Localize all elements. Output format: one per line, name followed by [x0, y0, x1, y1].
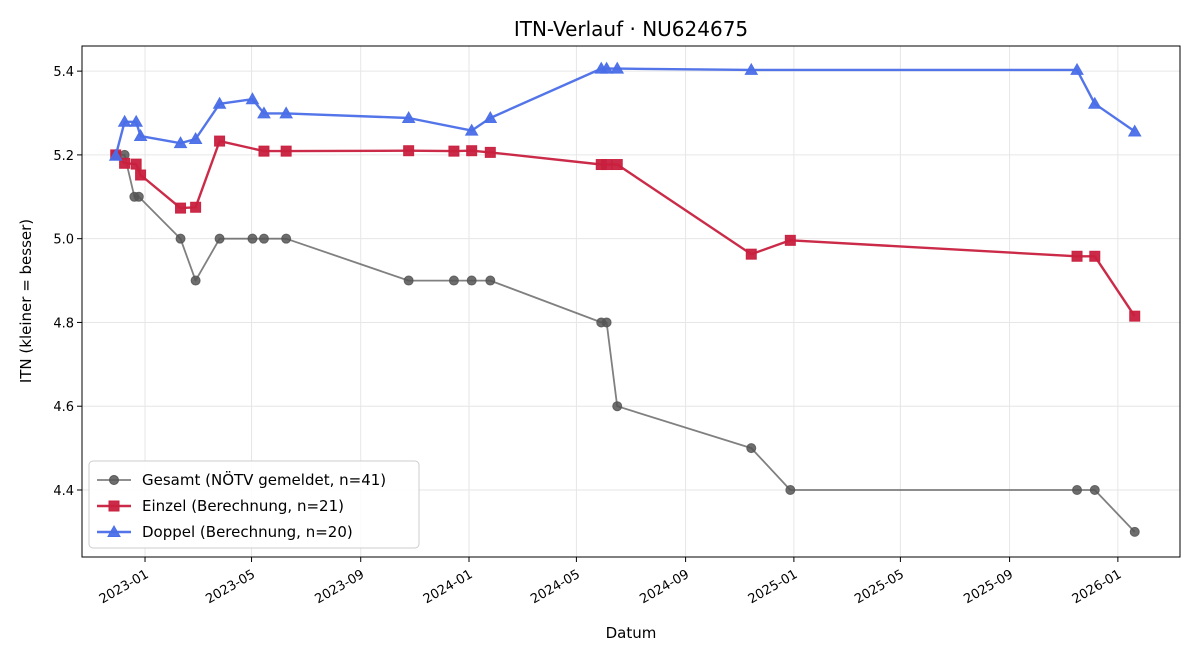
grid [82, 46, 1180, 557]
data-point-doppel [129, 114, 144, 127]
data-point-gesamt [175, 233, 186, 244]
data-point-einzel [1071, 250, 1083, 262]
y-tick-label: 5.2 [53, 149, 74, 164]
legend-item-gesamt: Gesamt (NÖTV gemeldet, n=41) [97, 470, 386, 489]
data-point-doppel [257, 106, 271, 119]
data-point-gesamt [247, 233, 258, 244]
data-point-gesamt [258, 233, 269, 244]
data-point-einzel [1089, 250, 1101, 262]
series-line-gesamt [115, 153, 1136, 533]
data-point-einzel [280, 145, 292, 157]
series-layer [108, 61, 1142, 537]
data-point-gesamt [746, 443, 757, 454]
legend-swatch-marker [108, 500, 120, 512]
y-tick-label: 4.6 [53, 400, 74, 415]
data-point-einzel [175, 202, 187, 214]
data-point-gesamt [466, 275, 477, 286]
data-point-einzel [403, 145, 415, 157]
data-point-gesamt [448, 275, 459, 286]
data-point-doppel [599, 61, 614, 74]
data-point-einzel [601, 159, 613, 171]
data-point-gesamt [1072, 484, 1083, 495]
data-point-doppel [212, 96, 227, 109]
data-point-doppel [401, 111, 416, 124]
data-point-doppel [744, 62, 759, 75]
chart-title: ITN-Verlauf · NU624675 [514, 17, 748, 41]
y-tick-label: 4.8 [53, 316, 74, 331]
y-tick-label: 5.4 [53, 65, 74, 80]
data-point-einzel [611, 159, 623, 171]
y-axis: 4.4 4.6 4.8 5.0 5.2 5.4 [53, 65, 82, 499]
data-point-gesamt [612, 401, 623, 412]
data-point-einzel [130, 158, 142, 170]
data-point-doppel [1127, 124, 1142, 137]
data-point-gesamt [403, 275, 414, 286]
legend-item-doppel: Doppel (Berechnung, n=20) [97, 523, 353, 541]
data-point-doppel [483, 111, 498, 124]
data-point-einzel [258, 145, 270, 157]
legend-label: Gesamt (NÖTV gemeldet, n=41) [142, 470, 386, 489]
data-point-gesamt [190, 275, 201, 286]
series-doppel [108, 61, 1142, 161]
data-point-doppel [117, 114, 132, 127]
data-point-einzel [119, 157, 131, 169]
data-point-gesamt [214, 233, 225, 244]
data-point-einzel [135, 169, 147, 181]
legend-box [88, 460, 420, 549]
data-point-doppel [279, 106, 294, 119]
legend-swatch-marker [107, 524, 121, 537]
legend: Gesamt (NÖTV gemeldet, n=41) Einzel (Bere… [88, 460, 420, 549]
data-point-einzel [784, 234, 796, 246]
y-tick-label: 4.4 [53, 484, 74, 499]
data-point-einzel [214, 135, 226, 147]
data-point-einzel [448, 145, 460, 157]
data-point-gesamt [281, 233, 292, 244]
data-point-gesamt [133, 191, 144, 202]
data-point-einzel [745, 248, 757, 260]
plot-frame [81, 45, 1181, 558]
legend-label: Doppel (Berechnung, n=20) [142, 523, 353, 541]
data-point-gesamt [601, 317, 612, 328]
data-point-doppel [133, 129, 148, 142]
x-axis-title: Datum [606, 624, 657, 642]
legend-swatch-marker [109, 475, 119, 485]
data-point-einzel [190, 201, 202, 213]
series-line-doppel [114, 67, 1136, 157]
data-point-doppel [245, 92, 260, 105]
data-point-doppel [464, 123, 479, 136]
data-point-gesamt [1089, 484, 1100, 495]
data-point-einzel [1129, 310, 1141, 322]
y-tick-label: 5.0 [53, 233, 74, 248]
data-point-einzel [484, 146, 496, 158]
data-point-doppel [1087, 96, 1102, 109]
data-point-gesamt [1129, 526, 1140, 537]
legend-label: Einzel (Berechnung, n=21) [142, 497, 344, 515]
data-point-doppel [188, 131, 203, 144]
y-axis-title: ITN (kleiner = besser) [17, 219, 35, 383]
data-point-doppel [610, 61, 625, 74]
data-point-einzel [466, 145, 478, 157]
data-point-doppel [173, 136, 188, 149]
data-point-doppel [1070, 62, 1084, 75]
data-point-gesamt [485, 275, 496, 286]
legend-item-einzel: Einzel (Berechnung, n=21) [97, 497, 344, 515]
data-point-doppel [108, 148, 123, 161]
data-point-gesamt [785, 484, 796, 495]
